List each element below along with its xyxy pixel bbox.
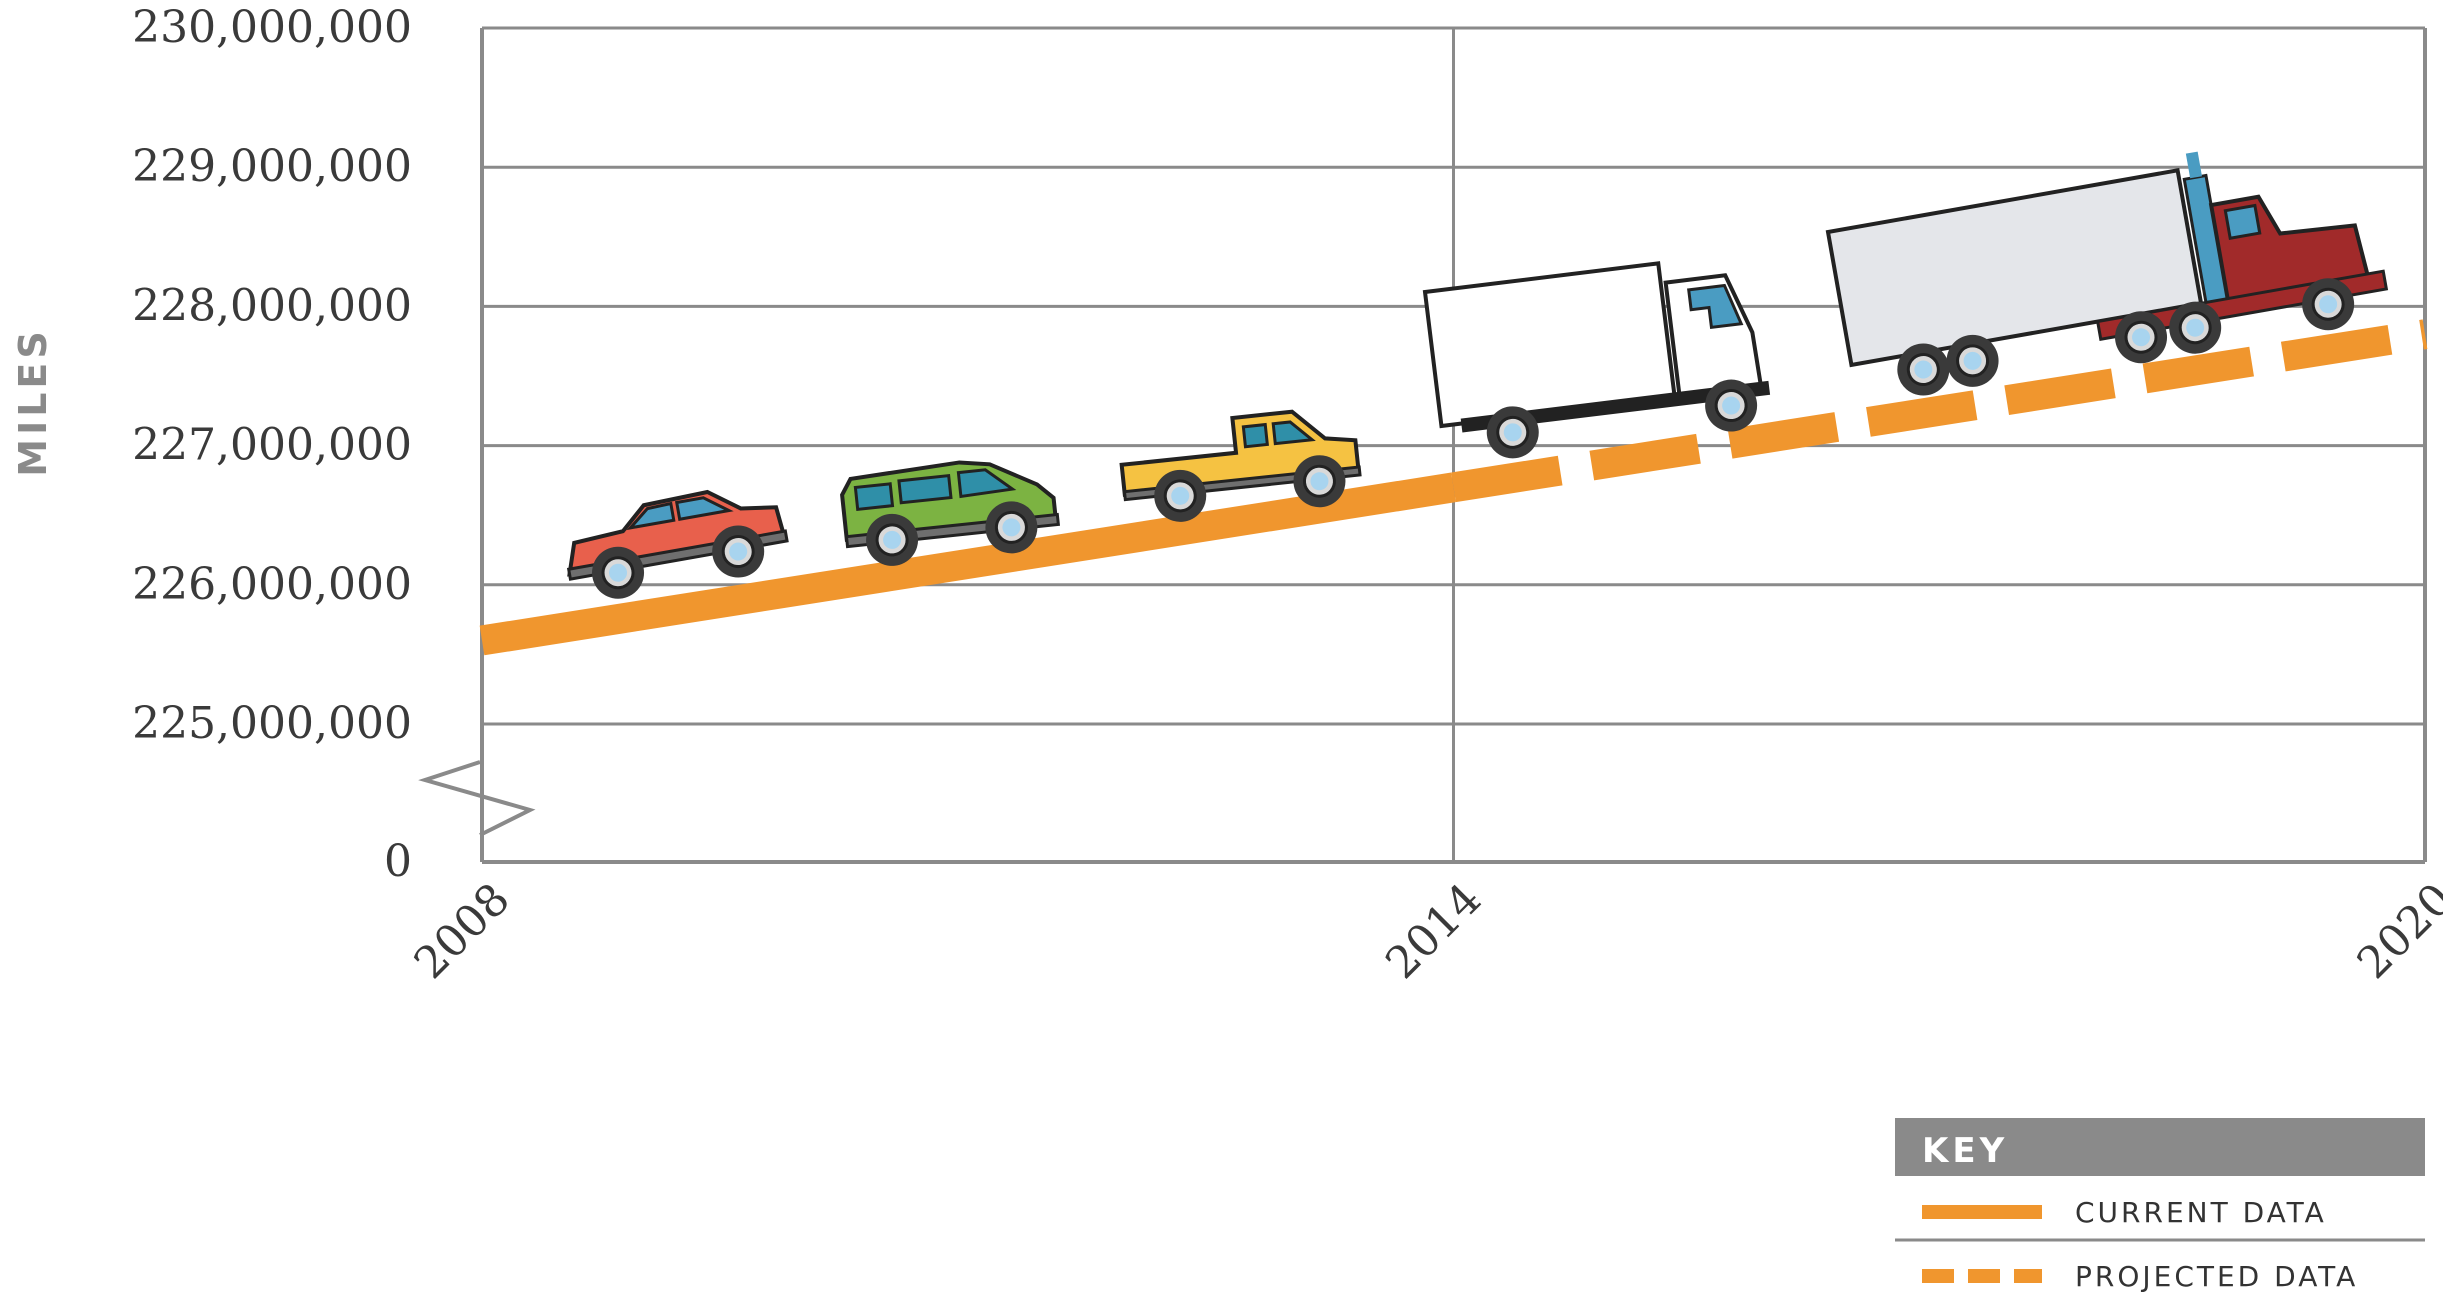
series-line-projected	[1451, 319, 2428, 503]
y-tick-label: 0	[384, 836, 412, 887]
semi-truck-illustration	[1825, 151, 2389, 402]
y-tick-label: 225,000,000	[132, 698, 412, 749]
series-line-current	[479, 472, 1456, 656]
y-axis-title: MILES	[11, 327, 55, 477]
x-tick-label: 2014	[1376, 874, 1491, 989]
y-tick-label: 227,000,000	[132, 420, 412, 471]
box-truck-illustration	[1422, 261, 1771, 463]
y-tick-label: 228,000,000	[132, 280, 412, 331]
sedan-illustration	[566, 489, 789, 605]
legend-title: KEY	[1922, 1131, 2008, 1171]
pickup-illustration	[1119, 409, 1362, 526]
legend-label-projected: PROJECTED DATA	[2075, 1260, 2358, 1293]
x-tick-label: 2008	[405, 874, 520, 989]
grid	[480, 26, 2427, 864]
legend-label-current: CURRENT DATA	[2075, 1196, 2327, 1229]
series	[479, 319, 2428, 656]
y-tick-label: 226,000,000	[132, 559, 412, 610]
x-axis-ticks: 2008 2014 2020	[405, 874, 2443, 989]
legend-header	[1895, 1118, 2425, 1176]
y-tick-label: 229,000,000	[132, 141, 412, 192]
x-tick-label: 2020	[2348, 874, 2443, 989]
y-tick-label: 230,000,000	[132, 2, 412, 53]
y-axis-break	[418, 760, 536, 837]
legend: KEY CURRENT DATA PROJECTED DATA	[1895, 1118, 2425, 1293]
minivan-illustration	[840, 460, 1061, 570]
y-axis-ticks: 230,000,000 229,000,000 228,000,000 227,000…	[132, 2, 412, 887]
